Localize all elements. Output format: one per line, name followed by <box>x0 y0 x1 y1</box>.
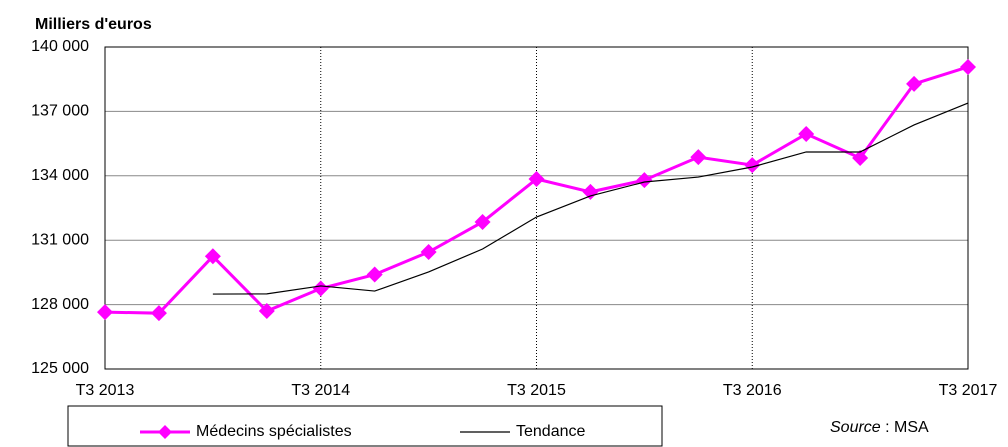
marker <box>97 304 113 321</box>
x-tick-label: T3 2016 <box>723 382 782 399</box>
x-tick-label: T3 2013 <box>76 382 135 399</box>
legend-label: Tendance <box>516 423 585 440</box>
x-tick-label: T3 2015 <box>507 382 566 399</box>
marker <box>690 149 707 166</box>
source: Source : MSA <box>830 419 929 436</box>
marker <box>258 303 275 320</box>
marker <box>798 125 815 142</box>
source-text: : MSA <box>881 419 929 436</box>
x-tick-label: T3 2017 <box>939 382 998 399</box>
marker <box>960 58 976 75</box>
y-tick-label: 140 000 <box>31 38 89 55</box>
y-tick-label: 131 000 <box>31 231 89 248</box>
marker <box>474 213 491 230</box>
legend-marker <box>158 425 172 439</box>
marker <box>528 171 545 188</box>
chart-title: Milliers d'euros <box>35 16 152 33</box>
marker <box>744 157 761 174</box>
marker <box>420 244 437 261</box>
marker <box>204 248 221 265</box>
line <box>104 65 969 315</box>
marker <box>312 280 329 297</box>
marker <box>852 149 869 166</box>
marker <box>150 305 167 322</box>
y-tick-label: 128 000 <box>31 296 89 313</box>
line <box>212 102 969 295</box>
marker <box>582 183 599 200</box>
y-tick-label: 125 000 <box>31 360 89 377</box>
legend-label: Médecins spécialistes <box>196 423 352 440</box>
x-tick-label: T3 2014 <box>291 382 350 399</box>
y-tick-label: 137 000 <box>31 103 89 120</box>
marker <box>366 266 383 283</box>
marker <box>636 172 653 189</box>
marker <box>906 75 923 92</box>
legend-box <box>67 405 663 447</box>
source-label: Source <box>830 419 881 436</box>
plot-frame <box>104 46 969 370</box>
y-tick-label: 134 000 <box>31 167 89 184</box>
